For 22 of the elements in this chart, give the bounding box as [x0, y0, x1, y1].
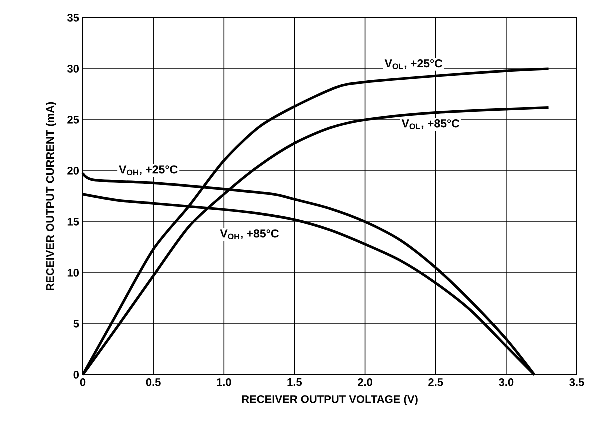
x-tick-label: 2.0 — [358, 378, 372, 386]
x-tick-label: 0 — [80, 378, 86, 386]
y-tick-label: 35 — [67, 14, 80, 22]
y-axis-title: RECEIVER OUTPUT CURRENT (mA) — [46, 102, 56, 290]
y-tick-label: 10 — [68, 269, 80, 277]
x-tick-label: 1.0 — [217, 378, 232, 386]
x-tick-label: 0.5 — [146, 378, 161, 386]
series-label: V$_{OH}$, +85°C — [220, 230, 279, 240]
x-tick-label: 2.5 — [428, 378, 444, 386]
x-axis-title: RECEIVER OUTPUT VOLTAGE (V) — [242, 395, 418, 406]
y-tick-label: 20 — [68, 167, 80, 175]
x-tick-label: 3.0 — [499, 378, 514, 386]
series-label: V$_{OL}$, +25°C — [384, 60, 443, 70]
series-label: V$_{OH}$, +25°C — [119, 166, 178, 176]
series-label: V$_{OL}$, +85°C — [402, 120, 460, 130]
y-tick-label: 5 — [74, 320, 80, 328]
y-tick-label: 0 — [74, 371, 80, 379]
y-tick-label: 25 — [68, 116, 80, 124]
y-tick-label: 15 — [68, 218, 80, 226]
x-tick-label: 3.5 — [570, 378, 584, 386]
x-tick-label: 1.5 — [288, 378, 302, 386]
y-tick-label: 30 — [67, 65, 80, 73]
